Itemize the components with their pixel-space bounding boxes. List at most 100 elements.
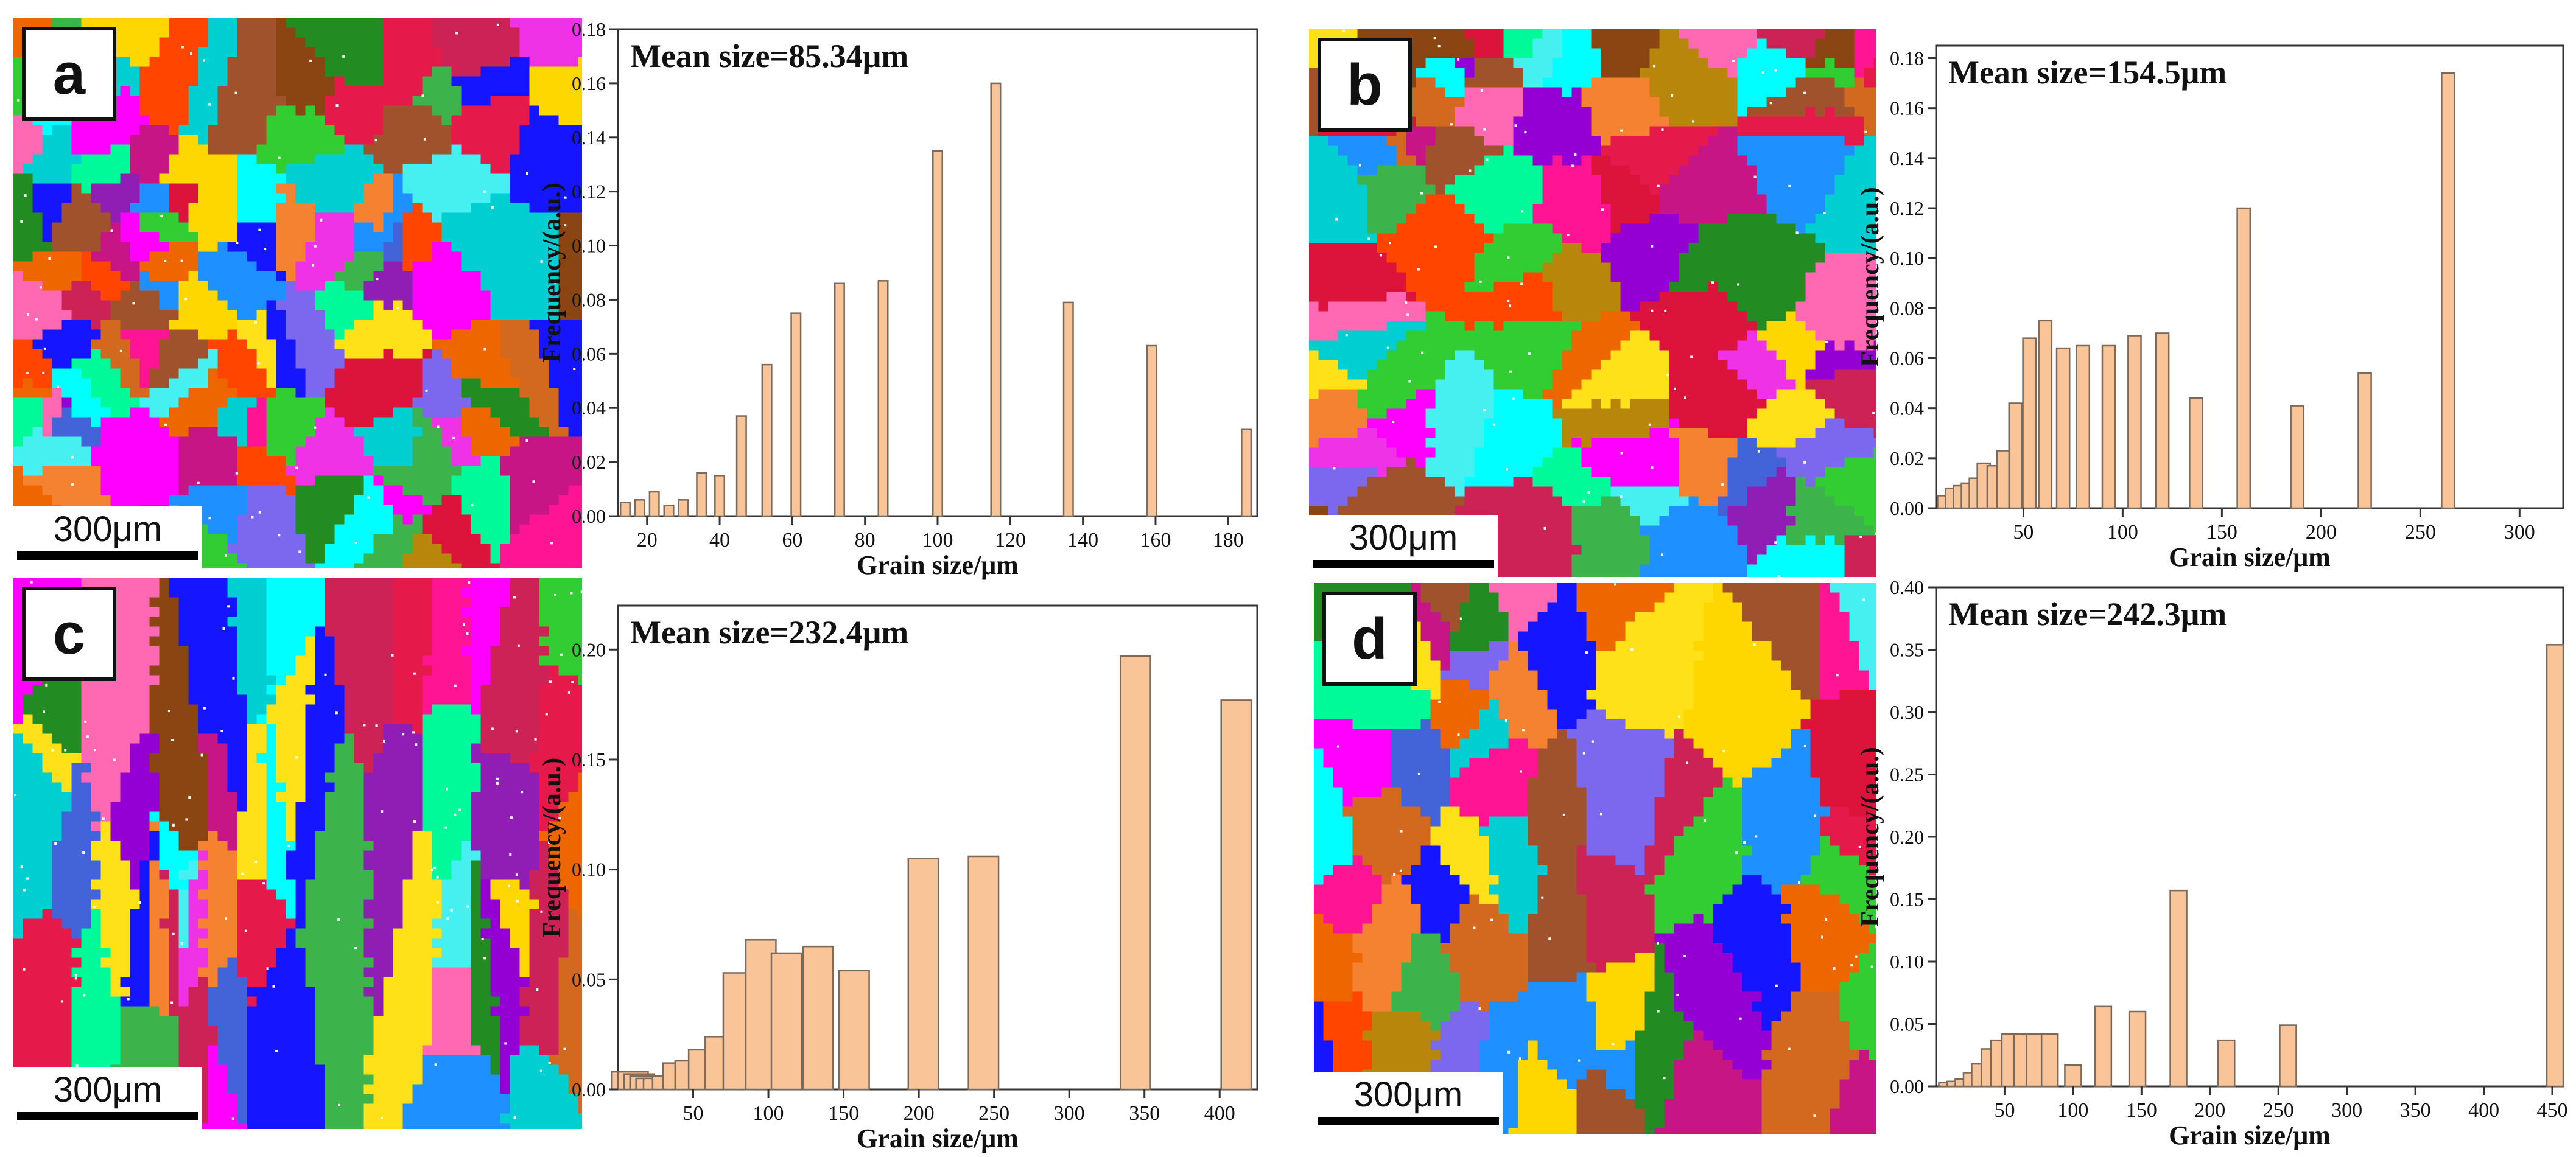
grain-pixel (500, 27, 511, 38)
grain-pixel (276, 349, 287, 360)
grain-pixel (471, 320, 482, 330)
grain-pixel (23, 407, 33, 418)
grain-pixel (91, 164, 102, 175)
grain-pixel (23, 183, 33, 194)
grain-pixel (334, 135, 345, 145)
grain-pixel (61, 368, 72, 379)
grain-pixel (1620, 194, 1631, 205)
grain-pixel (1640, 184, 1651, 195)
grain-pixel (539, 76, 550, 87)
grain-pixel (1309, 68, 1319, 79)
grain-pixel (81, 417, 92, 428)
grain-pixel (1737, 97, 1748, 108)
grain-pixel (1571, 204, 1582, 215)
grain-pixel (52, 212, 63, 223)
grain-pixel (334, 271, 345, 282)
grain-pixel (1610, 145, 1621, 156)
grain-pixel (402, 310, 413, 321)
grain-pixel (432, 456, 443, 467)
grain-pixel (568, 203, 579, 214)
grain-pixel (159, 105, 170, 116)
grain-pixel (1805, 38, 1816, 49)
grain-pixel (110, 290, 121, 301)
grain-pixel (510, 544, 521, 554)
grain-pixel (432, 144, 443, 155)
grain-pixel (1795, 253, 1806, 264)
grain-pixel (1640, 116, 1651, 127)
grain-pixel (1523, 97, 1534, 108)
grain-pixel (393, 125, 404, 136)
grain-pixel (1425, 38, 1436, 49)
grain-pixel (120, 281, 131, 292)
grain-pixel (1688, 194, 1699, 205)
grain-pixel (558, 242, 569, 253)
grain-pixel (1776, 175, 1787, 186)
grain-pixel (178, 125, 189, 136)
grain-pixel (1873, 68, 1876, 79)
grain-pixel (1503, 107, 1514, 117)
grain-pixel (1708, 233, 1719, 244)
grain-pixel (13, 27, 24, 38)
grain-pixel (1474, 243, 1485, 254)
grain-pixel (198, 27, 209, 38)
grain-pixel (441, 300, 452, 311)
grain-pixel (334, 368, 345, 379)
grain-pixel (1640, 145, 1651, 156)
grain-pixel (1610, 87, 1621, 98)
grain-pixel (276, 300, 287, 311)
grain-pixel (490, 144, 501, 155)
grain-pixel (1571, 175, 1582, 186)
grain-pixel (539, 427, 550, 438)
grain-pixel (529, 388, 540, 399)
grain-pixel (344, 115, 355, 126)
grain-pixel (23, 164, 33, 175)
grain-pixel (1532, 204, 1543, 215)
grain-pixel (1377, 175, 1388, 186)
grain-pixel (1718, 87, 1728, 98)
grain-pixel (568, 86, 579, 97)
grain-pixel (412, 125, 423, 136)
grain-noise (202, 59, 205, 62)
grain-pixel (510, 66, 521, 77)
grain-pixel (256, 203, 267, 214)
grain-pixel (578, 115, 582, 126)
grain-pixel (247, 485, 258, 496)
grain-pixel (1513, 48, 1524, 59)
grain-pixel (159, 271, 170, 282)
grain-pixel (441, 417, 452, 428)
grain-pixel (256, 544, 267, 554)
grain-pixel (1513, 97, 1524, 108)
grain-pixel (1873, 243, 1876, 254)
grain-pixel (432, 349, 443, 360)
grain-pixel (178, 183, 189, 194)
grain-pixel (1513, 233, 1524, 244)
grain-pixel (1698, 194, 1709, 205)
grain-pixel (393, 66, 404, 77)
grain-pixel (422, 505, 433, 516)
grain-pixel (1669, 155, 1680, 166)
grain-pixel (354, 368, 365, 379)
grain-pixel (1493, 253, 1504, 264)
grain-pixel (256, 368, 267, 379)
grain-pixel (1474, 145, 1485, 156)
grain-pixel (412, 222, 423, 233)
grain-pixel (354, 495, 365, 506)
grain-pixel (1708, 214, 1719, 225)
grain-pixel (13, 475, 24, 486)
grain-pixel (334, 563, 345, 568)
grain-pixel (1542, 107, 1553, 117)
grain-pixel (1484, 68, 1495, 79)
grain-pixel (1523, 87, 1534, 98)
grain-pixel (510, 329, 521, 340)
scale-bar: 300μm (13, 506, 202, 568)
grain-pixel (529, 57, 540, 68)
grain-noise (483, 348, 486, 351)
grain-pixel (305, 96, 316, 107)
grain-pixel (529, 310, 540, 321)
grain-pixel (549, 397, 560, 408)
grain-pixel (217, 427, 228, 438)
grain-pixel (315, 115, 326, 126)
grain-pixel (490, 193, 501, 204)
grain-pixel (422, 407, 433, 418)
grain-pixel (42, 144, 53, 155)
